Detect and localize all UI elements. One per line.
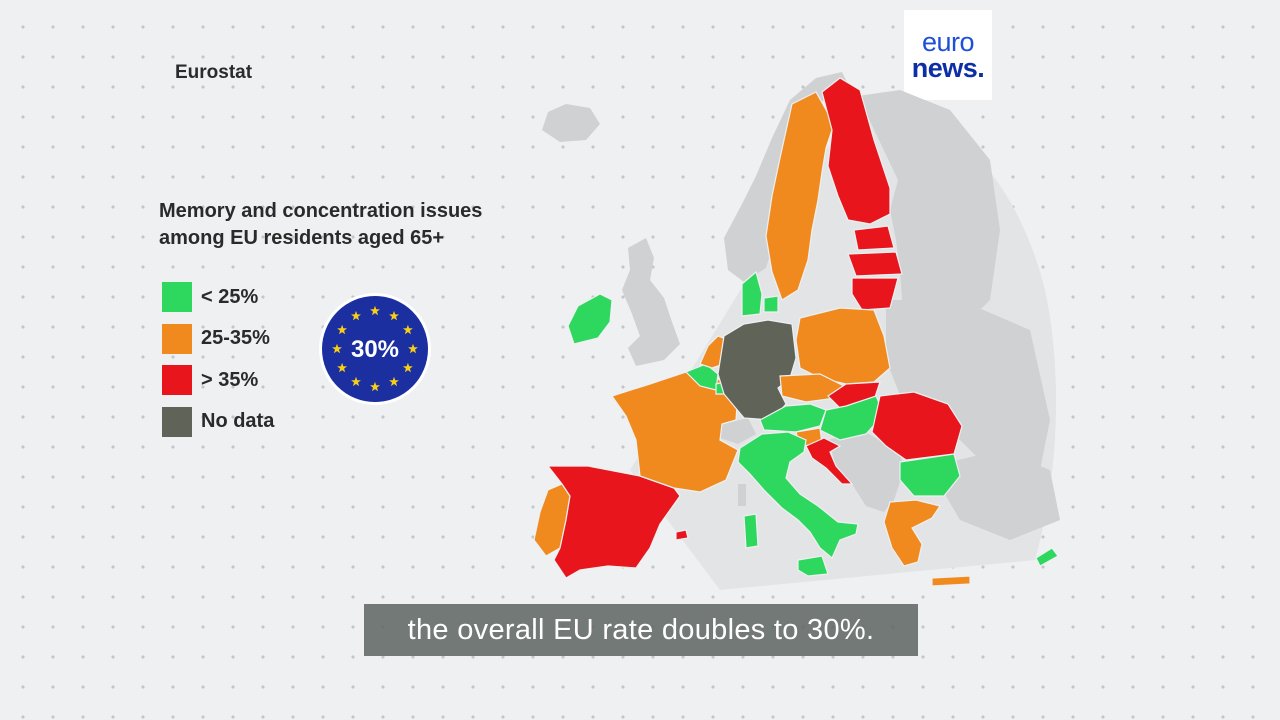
corsica-shape — [738, 484, 746, 506]
legend: < 25% 25-35% > 35% No data — [162, 282, 274, 448]
country-ireland — [567, 293, 613, 345]
country-denmark — [741, 270, 763, 317]
eu-star — [332, 343, 342, 354]
legend-item: 25-35% — [162, 323, 274, 354]
map-title-line1: Memory and concentration issues — [159, 200, 483, 222]
norway-shape — [724, 72, 854, 282]
kola-russia-shape — [858, 90, 1000, 330]
legend-label-over-35: > 35% — [201, 368, 259, 391]
country-cyprus — [1035, 547, 1059, 567]
country-bulgaria — [899, 453, 961, 497]
great-britain-shape — [622, 238, 680, 366]
eu-stars — [332, 305, 418, 392]
balkans-shape — [828, 430, 904, 512]
eu-star — [337, 324, 348, 335]
eu-star — [402, 324, 413, 335]
country-greece — [883, 499, 941, 567]
turkey-shape — [946, 450, 1060, 540]
country-estonia — [853, 225, 895, 251]
country-croatia — [805, 437, 854, 485]
eu-star — [389, 376, 399, 387]
non-eu-land — [542, 72, 1060, 540]
country-sicily — [797, 555, 829, 577]
country-germany — [717, 319, 797, 421]
eu-star — [402, 362, 413, 373]
country-sardinia — [743, 513, 759, 549]
country-lithuania — [851, 277, 899, 311]
eu-average-badge: 30% — [319, 293, 431, 405]
east-europe-land — [886, 300, 1050, 480]
legend-item: < 25% — [162, 282, 274, 312]
legend-label-under-25: < 25% — [201, 285, 259, 308]
eu-average-value: 30% — [351, 336, 399, 363]
legend-item: > 35% — [162, 365, 274, 395]
country-finland — [821, 77, 891, 225]
logo-line1: euro — [921, 27, 975, 57]
map-title-line2: among EU residents aged 65+ — [159, 227, 445, 249]
iceland-shape — [542, 104, 600, 142]
legend-item: No data — [162, 406, 275, 437]
euronews-logo: euro news. — [904, 10, 992, 100]
eu-star — [408, 343, 418, 354]
switzerland-shape — [720, 418, 756, 444]
eu-star — [370, 381, 380, 392]
eu-star — [370, 305, 380, 316]
legend-swatch-no-data — [162, 406, 192, 437]
europe-map — [533, 72, 1060, 590]
legend-label-25-35: 25-35% — [201, 327, 270, 349]
logo-line2: news. — [911, 53, 985, 83]
country-crete — [931, 575, 971, 587]
legend-swatch-under-25 — [162, 282, 192, 312]
eu-star — [351, 310, 361, 321]
eu-star — [337, 362, 348, 373]
source-label: Eurostat — [175, 62, 253, 83]
eu-star — [351, 376, 361, 387]
country-malta — [675, 529, 689, 541]
caption-subtitle: the overall EU rate doubles to 30%. — [364, 604, 918, 656]
country-latvia — [847, 251, 903, 277]
eu-star — [389, 310, 399, 321]
country-italy — [737, 431, 859, 559]
map-title: Memory and concentration issues among EU… — [159, 198, 559, 252]
legend-label-no-data: No data — [201, 410, 275, 432]
country-poland — [795, 307, 891, 385]
legend-swatch-25-35 — [162, 323, 192, 354]
legend-swatch-over-35 — [162, 365, 192, 395]
country-denmark-islands — [763, 295, 779, 313]
eu-flag-circle — [322, 296, 428, 402]
